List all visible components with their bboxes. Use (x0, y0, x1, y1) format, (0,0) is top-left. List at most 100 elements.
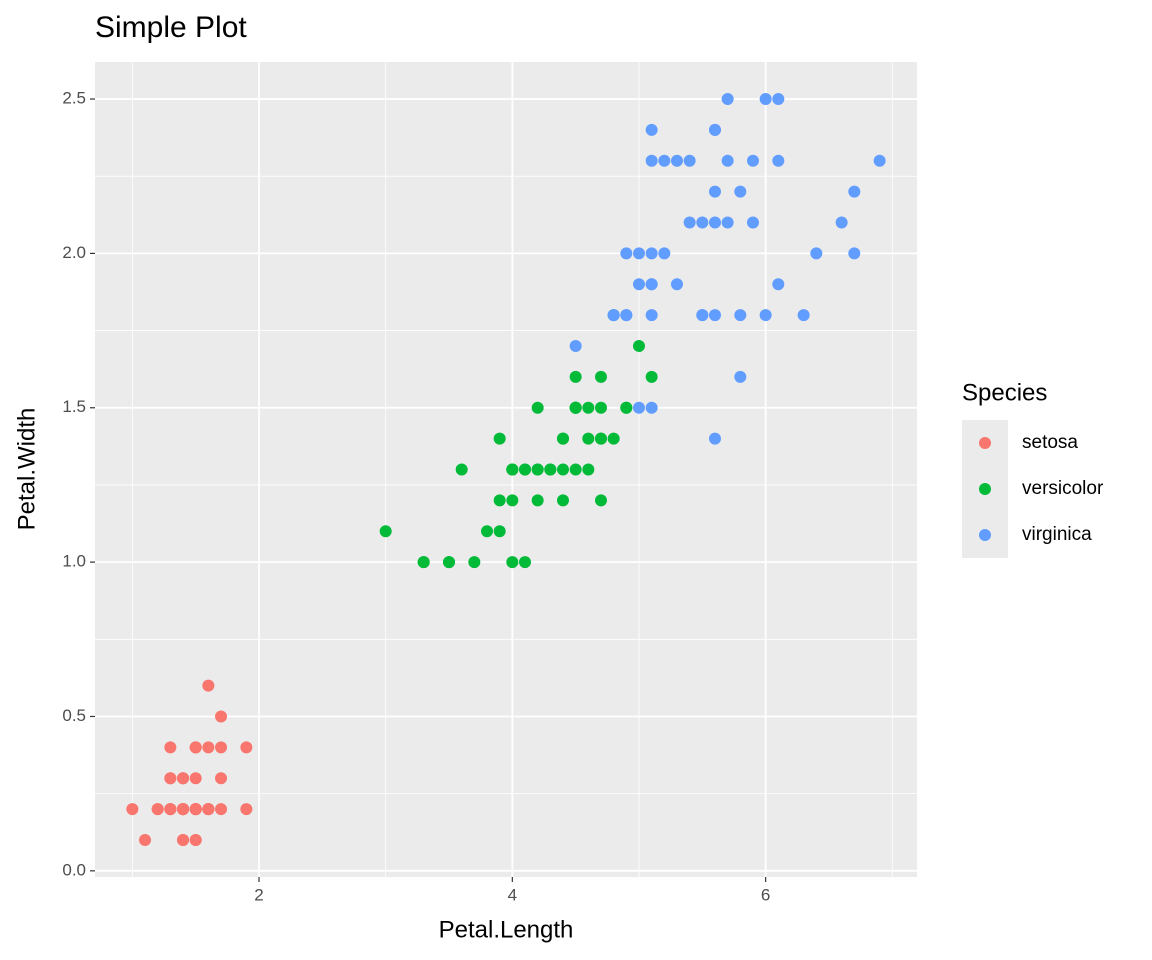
point (848, 247, 861, 260)
point (215, 741, 228, 754)
legend-label: virginica (1022, 524, 1092, 545)
point (240, 803, 253, 816)
point (873, 154, 886, 167)
point (810, 247, 823, 260)
point (582, 432, 595, 445)
point (189, 833, 202, 846)
point (607, 309, 620, 322)
point (506, 494, 519, 507)
legend-label: versicolor (1022, 478, 1104, 499)
point (177, 833, 190, 846)
y-tick-label: 1.5 (62, 397, 86, 416)
point (594, 370, 607, 383)
point (481, 525, 494, 538)
point (531, 463, 544, 476)
point (493, 494, 506, 507)
point (746, 154, 759, 167)
point (734, 309, 747, 322)
point (734, 185, 747, 198)
point (569, 463, 582, 476)
chart-title: Simple Plot (95, 11, 247, 44)
point (759, 93, 772, 106)
point (177, 772, 190, 785)
point (721, 154, 734, 167)
y-tick-label: 2.0 (62, 243, 86, 262)
point (215, 710, 228, 723)
point (594, 401, 607, 414)
point (493, 432, 506, 445)
point (708, 123, 721, 136)
point (493, 525, 506, 538)
point (518, 556, 531, 569)
point (202, 803, 215, 816)
legend-title: Species (962, 379, 1047, 406)
y-tick-label: 1.0 (62, 552, 86, 571)
point (645, 401, 658, 414)
point (645, 154, 658, 167)
point (797, 309, 810, 322)
point (772, 278, 785, 291)
point (379, 525, 392, 538)
point (658, 154, 671, 167)
point (645, 123, 658, 136)
legend-marker (979, 529, 991, 541)
point (189, 741, 202, 754)
point (582, 401, 595, 414)
x-tick-label: 6 (761, 885, 770, 904)
x-tick-label: 4 (508, 885, 517, 904)
point (759, 309, 772, 322)
point (696, 309, 709, 322)
point (151, 803, 164, 816)
point (632, 278, 645, 291)
point (632, 340, 645, 353)
y-tick-label: 0.5 (62, 706, 86, 725)
point (670, 278, 683, 291)
point (189, 803, 202, 816)
point (708, 185, 721, 198)
point (518, 463, 531, 476)
point (531, 401, 544, 414)
point (582, 463, 595, 476)
point (468, 556, 481, 569)
point (848, 185, 861, 198)
point (632, 247, 645, 260)
point (620, 309, 633, 322)
point (177, 803, 190, 816)
point (658, 247, 671, 260)
point (531, 494, 544, 507)
point (164, 803, 177, 816)
point (556, 494, 569, 507)
point (202, 679, 215, 692)
point (645, 247, 658, 260)
point (556, 432, 569, 445)
point (607, 432, 620, 445)
point (139, 833, 152, 846)
point (696, 216, 709, 229)
point (202, 741, 215, 754)
point (620, 401, 633, 414)
point (670, 154, 683, 167)
point (683, 216, 696, 229)
point (721, 93, 734, 106)
point (569, 340, 582, 353)
point (506, 463, 519, 476)
x-axis-title: Petal.Length (439, 916, 574, 943)
point (734, 370, 747, 383)
point (708, 216, 721, 229)
y-axis-title: Petal.Width (13, 408, 40, 531)
point (645, 278, 658, 291)
point (835, 216, 848, 229)
legend-marker (979, 437, 991, 449)
point (126, 803, 139, 816)
point (594, 432, 607, 445)
y-tick-label: 2.5 (62, 89, 86, 108)
point (683, 154, 696, 167)
point (708, 432, 721, 445)
point (746, 216, 759, 229)
point (164, 772, 177, 785)
point (215, 803, 228, 816)
point (645, 370, 658, 383)
point (594, 494, 607, 507)
point (506, 556, 519, 569)
